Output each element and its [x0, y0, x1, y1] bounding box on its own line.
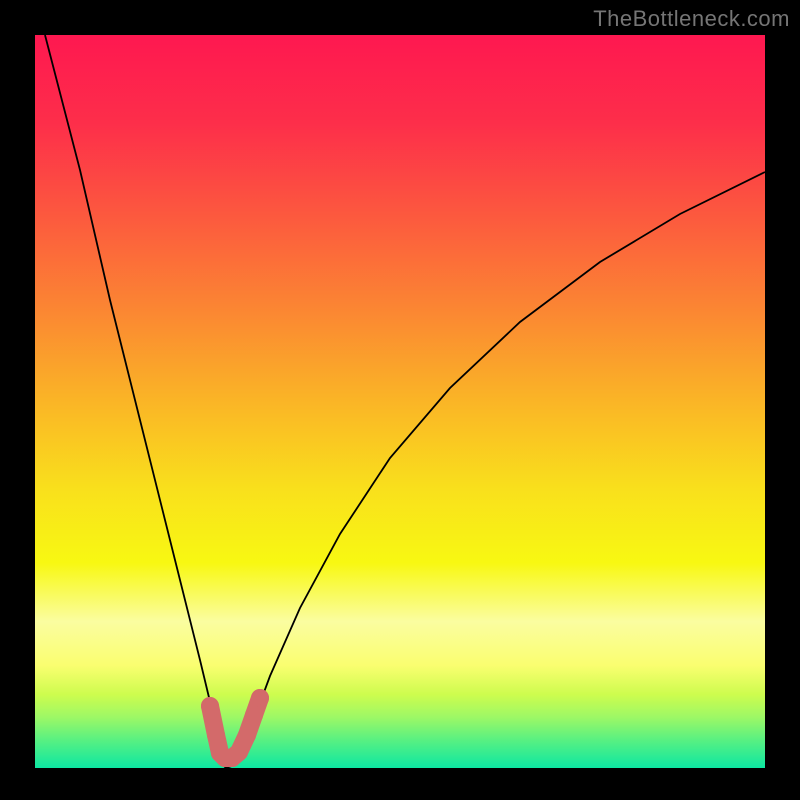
watermark-text: TheBottleneck.com [593, 6, 790, 32]
bottleneck-chart [0, 0, 800, 800]
highlight-dot [251, 689, 269, 707]
highlight-dot [238, 726, 256, 744]
highlight-dot [201, 697, 219, 715]
plot-background [35, 35, 765, 768]
highlight-dot [245, 706, 263, 724]
highlight-dot [230, 743, 248, 761]
highlight-dot [207, 726, 225, 744]
